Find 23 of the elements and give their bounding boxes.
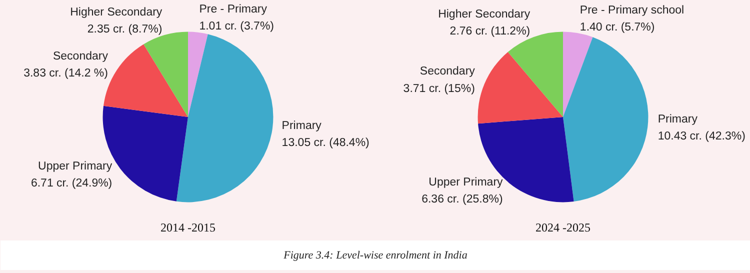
data-label: 6.71 cr. (24.9%) bbox=[30, 177, 112, 190]
caption: Figure 3.4: Level-wise enrolment in India bbox=[282, 250, 468, 262]
data-label: 6.36 cr. (25.8%) bbox=[422, 194, 503, 206]
text: 2024 -2025 bbox=[536, 220, 590, 235]
slice-label: Higher Secondary bbox=[438, 8, 530, 21]
slice-label: Pre - Primary school bbox=[580, 4, 684, 16]
data-label: 2.35 cr. (8.7%) bbox=[87, 23, 162, 36]
data-label: 3.71 cr. (15%) bbox=[403, 82, 476, 95]
slice-label: Pre - Primary bbox=[199, 3, 268, 16]
data-label: 1.40 cr. (5.7%) bbox=[580, 21, 655, 34]
data-label: 10.43 cr. (42.3%) bbox=[658, 130, 746, 142]
slice-label: Secondary bbox=[52, 50, 108, 62]
slice-label: Primary bbox=[658, 113, 698, 126]
data-label: 13.05 cr. (48.4%) bbox=[282, 137, 370, 150]
data-label: 1.01 cr. (3.7%) bbox=[199, 20, 274, 32]
slice-label: Upper Primary bbox=[38, 160, 112, 172]
data-label: 2.76 cr. (11.2%) bbox=[450, 26, 530, 38]
slice-label: Primary bbox=[282, 120, 322, 132]
slice-label: Higher Secondary bbox=[70, 6, 162, 18]
slice-label: Secondary bbox=[420, 66, 476, 78]
data-label: 3.83 cr. (14.2 %) bbox=[24, 67, 108, 80]
text: 2014 -2015 bbox=[160, 220, 216, 235]
slice-label: Upper Primary bbox=[428, 176, 504, 188]
